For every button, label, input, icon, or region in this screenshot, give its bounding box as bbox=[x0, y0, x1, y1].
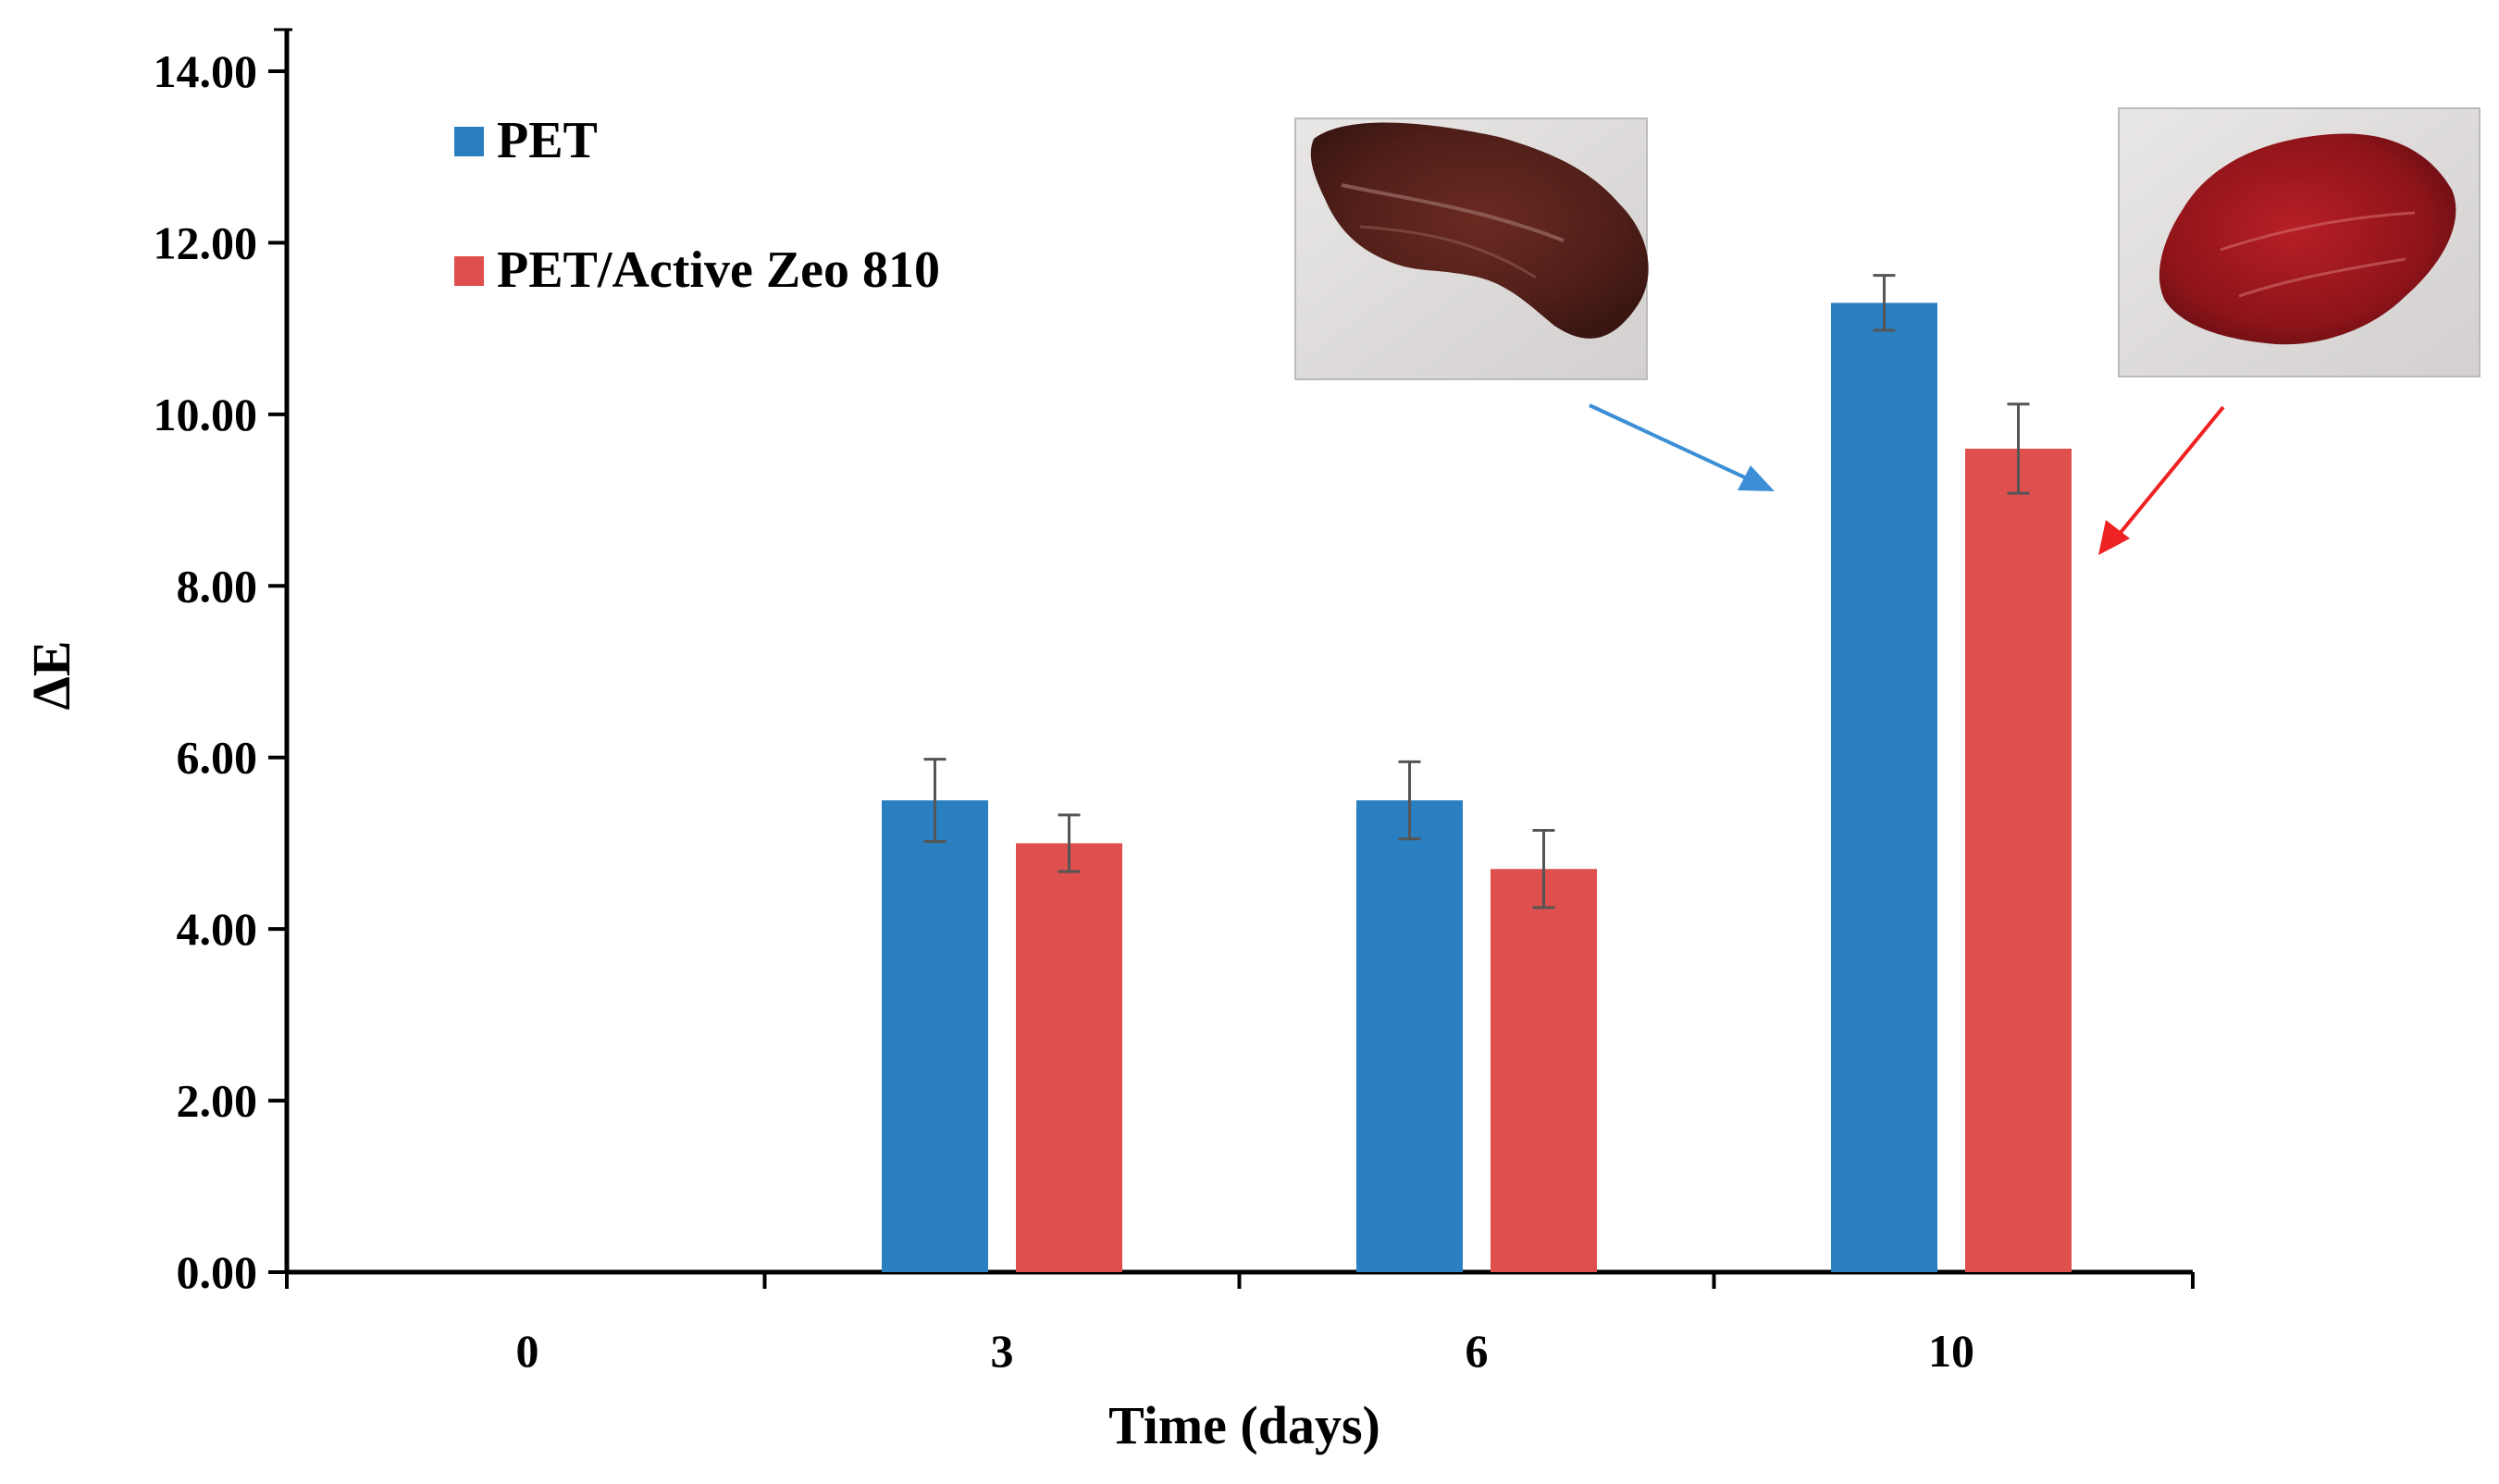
y-tick-label: 8.00 bbox=[177, 560, 258, 612]
bar bbox=[1016, 843, 1122, 1272]
x-tick-label: 10 bbox=[1928, 1325, 1974, 1377]
x-tick-label: 0 bbox=[516, 1325, 539, 1377]
x-axis-title: Time (days) bbox=[1108, 1395, 1380, 1455]
x-tick-label: 6 bbox=[1466, 1325, 1489, 1377]
y-tick-label: 0.00 bbox=[177, 1246, 258, 1298]
bar bbox=[1831, 303, 1937, 1272]
bar bbox=[1965, 448, 2072, 1272]
bar bbox=[1356, 800, 1463, 1272]
bar bbox=[882, 800, 988, 1272]
arrow-to-pet-bar bbox=[1589, 403, 1775, 491]
arrow-to-pet-active-zeo-bar bbox=[2098, 405, 2225, 555]
legend-swatch-pet bbox=[454, 127, 484, 156]
legend: PET PET/Active Zeo 810 bbox=[454, 112, 940, 299]
y-axis-title: ΔE bbox=[21, 640, 81, 710]
legend-label-pet: PET bbox=[497, 112, 598, 169]
x-tick-label: 3 bbox=[991, 1325, 1014, 1377]
legend-label-pet-active-zeo: PET/Active Zeo 810 bbox=[497, 241, 940, 299]
y-tick-label: 2.00 bbox=[177, 1075, 258, 1127]
y-tick-label: 4.00 bbox=[177, 903, 258, 955]
bars bbox=[882, 274, 2072, 1272]
photo-meat-sample-pet bbox=[1294, 117, 1649, 380]
y-tick-label: 6.00 bbox=[177, 732, 258, 784]
y-tick-label: 14.00 bbox=[154, 45, 258, 97]
legend-swatch-pet-active-zeo bbox=[454, 256, 484, 286]
photo-meat-sample-pet-active-zeo-810 bbox=[2118, 107, 2480, 377]
tick-labels: 0.00 2.00 4.00 6.00 8.00 10.00 12.00 14.00 0 3 6 10 bbox=[154, 45, 1975, 1377]
y-tick-label: 10.00 bbox=[154, 389, 258, 440]
y-tick-label: 12.00 bbox=[154, 216, 258, 268]
bar bbox=[1491, 869, 1597, 1272]
